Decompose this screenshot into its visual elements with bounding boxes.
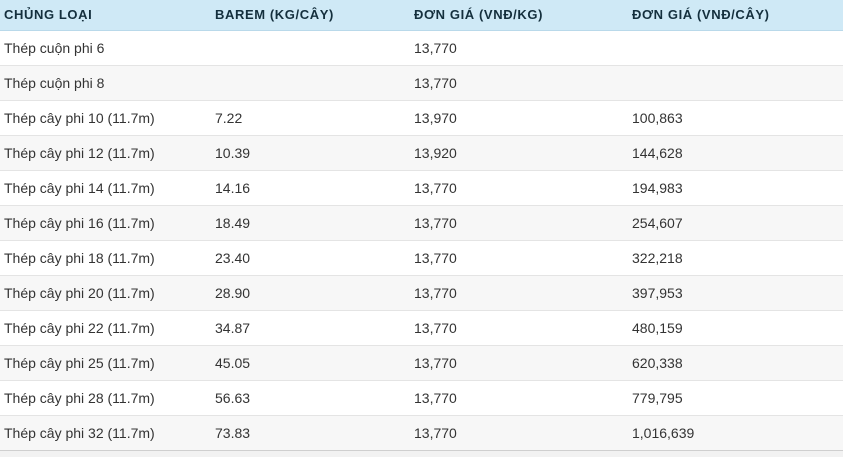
cell-price-bar xyxy=(628,30,843,65)
cell-price-kg: 13,920 xyxy=(410,134,628,170)
cell-price-bar: 322,218 xyxy=(628,239,843,275)
cell-barem: 73.83 xyxy=(211,414,410,450)
cell-product-name: Thép cây phi 32 (11.7m) xyxy=(0,414,211,450)
cell-price-bar: 254,607 xyxy=(628,204,843,240)
cell-barem: 10.39 xyxy=(211,134,410,170)
cell-price-bar: 194,983 xyxy=(628,169,843,205)
cell-price-kg: 13,770 xyxy=(410,344,628,380)
steel-price-table: CHỦNG LOẠI BAREM (KG/CÂY) ĐƠN GIÁ (VNĐ/K… xyxy=(0,0,843,450)
table-row: Thép cây phi 32 (11.7m) 73.83 13,770 1,0… xyxy=(0,414,843,450)
cell-price-bar: 397,953 xyxy=(628,274,843,310)
cell-price-bar: 144,628 xyxy=(628,134,843,170)
cell-price-bar: 480,159 xyxy=(628,309,843,345)
table-row: Thép cuộn phi 6 13,770 xyxy=(0,30,843,65)
cell-barem: 34.87 xyxy=(211,309,410,345)
cell-price-bar xyxy=(628,64,843,100)
table-row: Thép cây phi 25 (11.7m) 45.05 13,770 620… xyxy=(0,344,843,380)
cell-price-kg: 13,770 xyxy=(410,204,628,240)
cell-barem: 7.22 xyxy=(211,99,410,135)
table-header: CHỦNG LOẠI BAREM (KG/CÂY) ĐƠN GIÁ (VNĐ/K… xyxy=(0,0,843,31)
cell-price-kg: 13,970 xyxy=(410,99,628,135)
cell-barem: 45.05 xyxy=(211,344,410,380)
cell-barem: 18.49 xyxy=(211,204,410,240)
cell-price-kg: 13,770 xyxy=(414,39,457,56)
cell-barem: 14.16 xyxy=(211,169,410,205)
table-row: Thép cây phi 20 (11.7m) 28.90 13,770 397… xyxy=(0,274,843,310)
cell-barem xyxy=(211,64,410,100)
cell-product-name: Thép cây phi 16 (11.7m) xyxy=(0,204,211,240)
cell-barem xyxy=(211,30,410,65)
cell-product-name: Thép cây phi 18 (11.7m) xyxy=(0,239,211,275)
cell-product-name: Thép cây phi 12 (11.7m) xyxy=(0,134,211,170)
table-row: Thép cuộn phi 8 13,770 xyxy=(0,64,843,100)
column-header-price-bar: ĐƠN GIÁ (VNĐ/CÂY) xyxy=(628,0,843,31)
cell-product-name: Thép cây phi 10 (11.7m) xyxy=(0,99,211,135)
bottom-divider xyxy=(0,450,843,457)
table-row: Thép cây phi 12 (11.7m) 10.39 13,920 144… xyxy=(0,134,843,170)
table-body: Thép cuộn phi 6 13,770 Thép cuộn phi 8 1… xyxy=(0,30,843,450)
cell-price-bar: 100,863 xyxy=(628,99,843,135)
table-row: Thép cây phi 18 (11.7m) 23.40 13,770 322… xyxy=(0,239,843,275)
cell-price-bar: 620,338 xyxy=(628,344,843,380)
cell-price-bar: 779,795 xyxy=(628,379,843,415)
cell-barem: 56.63 xyxy=(211,379,410,415)
cell-product-name: Thép cuộn phi 8 xyxy=(0,64,211,100)
table-row: Thép cây phi 22 (11.7m) 34.87 13,770 480… xyxy=(0,309,843,345)
table-row: Thép cây phi 14 (11.7m) 14.16 13,770 194… xyxy=(0,169,843,205)
cell-product-name: Thép cây phi 22 (11.7m) xyxy=(0,309,211,345)
cell-product-name: Thép cây phi 14 (11.7m) xyxy=(0,169,211,205)
cell-price-kg: 13,770 xyxy=(410,379,628,415)
table-row: Thép cây phi 28 (11.7m) 56.63 13,770 779… xyxy=(0,379,843,415)
column-header-product: CHỦNG LOẠI xyxy=(0,0,211,31)
cell-product-name: Thép cây phi 28 (11.7m) xyxy=(0,379,211,415)
cell-product-name: Thép cây phi 20 (11.7m) xyxy=(0,274,211,310)
header-row: CHỦNG LOẠI BAREM (KG/CÂY) ĐƠN GIÁ (VNĐ/K… xyxy=(0,0,843,31)
column-header-barem: BAREM (KG/CÂY) xyxy=(211,0,410,31)
cell-price-bar: 1,016,639 xyxy=(628,414,843,450)
table-row: Thép cây phi 16 (11.7m) 18.49 13,770 254… xyxy=(0,204,843,240)
table-row: Thép cây phi 10 (11.7m) 7.22 13,970 100,… xyxy=(0,99,843,135)
cell-barem: 23.40 xyxy=(211,239,410,275)
cell-price-kg: 13,770 xyxy=(410,169,628,205)
cell-price-kg: 13,770 xyxy=(410,239,628,275)
column-header-price-kg: ĐƠN GIÁ (VNĐ/KG) xyxy=(410,0,628,31)
cell-barem: 28.90 xyxy=(211,274,410,310)
cell-product-name: Thép cuộn phi 6 xyxy=(4,39,105,56)
cell-price-kg: 13,770 xyxy=(410,64,628,100)
cell-price-kg: 13,770 xyxy=(410,414,628,450)
cell-price-kg: 13,770 xyxy=(410,274,628,310)
cell-product-name: Thép cây phi 25 (11.7m) xyxy=(0,344,211,380)
cell-price-kg: 13,770 xyxy=(410,309,628,345)
